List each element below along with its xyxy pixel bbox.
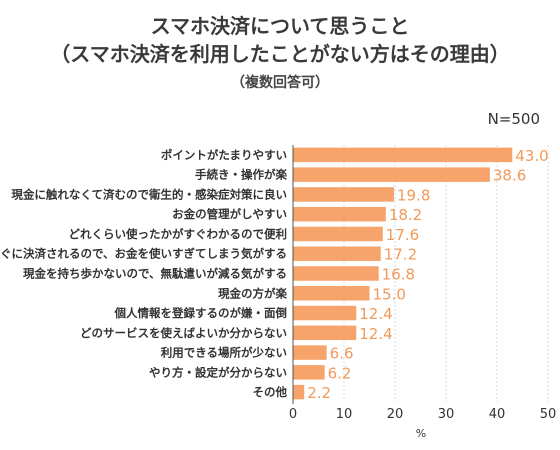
category-label-12: その他	[253, 385, 288, 399]
value-label-2: 19.8	[397, 186, 430, 204]
category-label-3: お金の管理がしやすい	[172, 207, 287, 221]
value-label-0: 43.0	[515, 147, 548, 165]
bar-7	[293, 286, 370, 301]
value-label-6: 16.8	[382, 266, 415, 284]
sample-size-label: N=500	[487, 110, 540, 128]
bar-11	[293, 365, 325, 380]
category-label-4: どれくらい使ったかがすぐわかるので便利	[69, 227, 288, 241]
x-axis-label: %	[416, 427, 426, 440]
bar-0	[293, 147, 513, 163]
value-label-5: 17.2	[384, 246, 417, 264]
x-tick-label-0: 0	[289, 407, 297, 422]
category-label-5: すぐに決済されるので、お金を使いすぎてしまう気がする	[0, 247, 287, 261]
category-label-0: ポイントがたまりやすい	[161, 148, 287, 162]
bar-8	[293, 305, 357, 321]
chart-title: スマホ決済について思うこと	[150, 14, 410, 38]
bar-1	[293, 167, 490, 182]
category-label-7: 現金の方が楽	[218, 286, 287, 300]
x-tick-label-3: 30	[438, 407, 455, 422]
bar-4	[293, 226, 383, 242]
category-label-9: どのサービスを使えばよいか分からない	[80, 326, 287, 340]
value-label-3: 18.2	[389, 206, 422, 224]
category-label-2: 現金に触れなくて済むので衛生的・感染症対策に良い	[11, 187, 287, 201]
bar-10	[293, 345, 327, 360]
category-label-1: 手続き・操作が楽	[195, 168, 287, 182]
category-label-11: やり方・設定が分からない	[149, 365, 287, 379]
bar-9	[293, 325, 357, 341]
chart-subtitle: （複数回答可）	[231, 75, 329, 91]
value-label-4: 17.6	[386, 226, 419, 244]
value-label-8: 12.4	[359, 305, 392, 323]
x-tick-label-5: 50	[540, 407, 557, 422]
value-label-12: 2.2	[307, 384, 331, 402]
x-tick-label-2: 20	[387, 407, 404, 422]
category-label-10: 利用できる場所が少ない	[160, 346, 287, 360]
value-label-11: 6.2	[328, 364, 352, 382]
value-label-10: 6.6	[330, 345, 354, 363]
bar-6	[293, 266, 379, 281]
bar-5	[293, 246, 381, 261]
value-label-7: 15.0	[373, 285, 406, 303]
bar-12	[293, 384, 305, 400]
category-label-6: 現金を持ち歩かないので、無駄遣いが減る気がする	[23, 267, 287, 281]
chart-title-line2: （スマホ決済を利用したことがない方はその理由）	[50, 42, 510, 66]
value-label-1: 38.6	[493, 167, 526, 185]
bar-3	[293, 206, 386, 222]
x-tick-label-1: 10	[336, 407, 353, 422]
bar-2	[293, 187, 394, 202]
value-label-9: 12.4	[359, 325, 392, 343]
x-tick-label-4: 40	[489, 407, 506, 422]
category-label-8: 個人情報を登録するのが嫌・面倒	[114, 306, 288, 320]
